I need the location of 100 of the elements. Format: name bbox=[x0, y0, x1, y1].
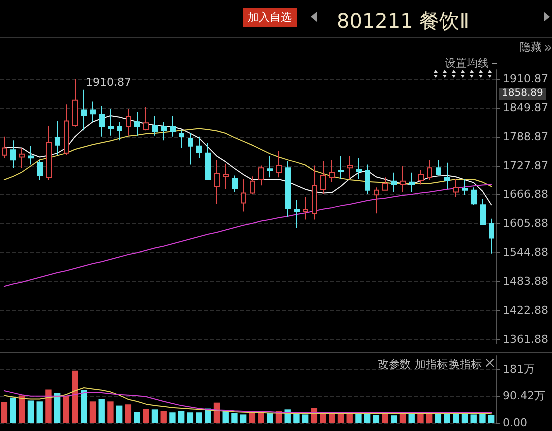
bar bbox=[488, 414, 495, 423]
annotation: 加指标 bbox=[415, 358, 448, 371]
candlestick bbox=[489, 218, 494, 254]
candlestick bbox=[223, 163, 229, 190]
bar bbox=[382, 414, 388, 423]
bar bbox=[302, 414, 309, 423]
bar bbox=[108, 402, 114, 423]
bar bbox=[196, 412, 202, 423]
y-tick-label: 1605.88 bbox=[503, 217, 548, 230]
candlestick bbox=[267, 156, 273, 178]
candlestick bbox=[329, 160, 335, 183]
candlestick bbox=[303, 196, 308, 220]
bar bbox=[81, 390, 88, 423]
candlestick bbox=[285, 160, 291, 218]
candlestick bbox=[374, 187, 379, 214]
candlestick bbox=[134, 112, 140, 136]
bar bbox=[249, 413, 256, 423]
candlestick bbox=[37, 160, 43, 181]
y-tick-label: 1788.87 bbox=[503, 130, 548, 144]
bar bbox=[54, 393, 61, 423]
bar bbox=[391, 416, 398, 423]
bar bbox=[116, 406, 123, 423]
candlestick bbox=[46, 125, 52, 181]
candlestick bbox=[294, 200, 300, 229]
bar bbox=[46, 390, 52, 423]
bar bbox=[125, 404, 132, 423]
candlestick bbox=[64, 104, 69, 156]
candlestick bbox=[143, 106, 149, 132]
y-tick-label: 0.00 bbox=[503, 416, 528, 430]
candlestick bbox=[10, 140, 16, 169]
candlestick bbox=[347, 156, 353, 180]
candlestick bbox=[250, 176, 255, 195]
bar bbox=[258, 413, 264, 423]
y-tick-label: 1849.87 bbox=[503, 101, 548, 114]
candlestick bbox=[161, 122, 167, 142]
y-tick-label: 1544.88 bbox=[503, 246, 548, 260]
bar bbox=[1, 402, 8, 423]
candlestick bbox=[55, 120, 60, 156]
candlestick bbox=[427, 160, 432, 181]
bar bbox=[240, 414, 247, 423]
candlestick bbox=[312, 165, 317, 220]
annotation: 换指标 bbox=[449, 358, 482, 371]
bar bbox=[418, 414, 424, 423]
candlestick bbox=[99, 106, 105, 138]
candlestick bbox=[117, 122, 122, 142]
y-tick-label: 1422.88 bbox=[503, 304, 548, 317]
candlestick bbox=[320, 160, 326, 195]
y-tick-label: 90.42万 bbox=[503, 390, 546, 403]
bar bbox=[143, 409, 150, 423]
candlestick bbox=[444, 162, 450, 190]
y-tick-label: 1727.87 bbox=[503, 159, 548, 172]
text: 加入自选 bbox=[243, 8, 297, 27]
candlestick bbox=[471, 187, 477, 206]
candlestick bbox=[391, 172, 397, 193]
bar bbox=[356, 414, 362, 423]
bar bbox=[320, 414, 326, 423]
bar bbox=[170, 412, 176, 423]
candlestick bbox=[409, 172, 415, 193]
candlestick bbox=[276, 151, 282, 178]
line-series bbox=[4, 115, 492, 206]
candlestick bbox=[205, 142, 211, 181]
annotation: 改参数 bbox=[378, 358, 411, 371]
candlestick bbox=[72, 78, 78, 128]
bar bbox=[160, 411, 167, 423]
candlestick bbox=[462, 179, 468, 196]
line-series bbox=[4, 184, 492, 288]
text: 隐藏 bbox=[520, 41, 542, 54]
candlestick bbox=[90, 101, 96, 123]
line-series bbox=[4, 128, 492, 188]
text: 设置均线 bbox=[445, 57, 489, 70]
candlestick bbox=[28, 146, 34, 166]
bar bbox=[373, 414, 380, 423]
bar bbox=[90, 402, 96, 423]
annotation: 1910.87 bbox=[86, 76, 132, 89]
candlestick bbox=[152, 115, 158, 136]
candlestick bbox=[232, 175, 238, 193]
candlestick bbox=[81, 89, 87, 132]
bar bbox=[329, 414, 336, 423]
bar bbox=[72, 370, 78, 423]
candlestick bbox=[170, 115, 176, 138]
candlestick bbox=[126, 108, 131, 136]
bar bbox=[10, 398, 16, 423]
candlestick bbox=[400, 166, 406, 193]
bar bbox=[232, 414, 238, 423]
bar bbox=[36, 402, 43, 423]
y-tick-label: 1666.88 bbox=[503, 188, 548, 202]
candlestick bbox=[19, 148, 25, 169]
candlestick bbox=[453, 179, 459, 198]
candlestick bbox=[436, 160, 441, 176]
bar bbox=[294, 414, 300, 423]
bar bbox=[364, 414, 371, 423]
bar bbox=[408, 414, 415, 423]
y-tick-label: 1361.88 bbox=[503, 332, 548, 346]
bar bbox=[346, 414, 353, 423]
candlestick bbox=[382, 177, 388, 191]
candlestick bbox=[258, 165, 264, 186]
candlestick bbox=[188, 133, 193, 166]
bar bbox=[178, 411, 185, 423]
bar bbox=[152, 410, 158, 423]
bar bbox=[19, 396, 26, 423]
